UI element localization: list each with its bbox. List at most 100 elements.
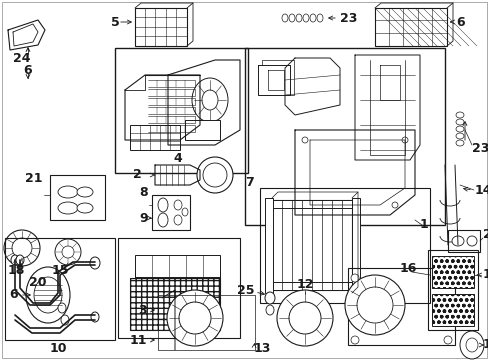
Ellipse shape (265, 305, 273, 315)
Ellipse shape (401, 137, 407, 143)
Bar (271, 200, 351, 208)
Ellipse shape (391, 202, 397, 208)
Text: 15: 15 (51, 264, 69, 276)
Ellipse shape (264, 292, 274, 304)
Text: 21: 21 (24, 171, 42, 184)
Ellipse shape (451, 236, 463, 246)
Bar (244, 48, 444, 225)
Text: 6: 6 (455, 15, 464, 28)
Bar (135, 255, 220, 277)
Bar (118, 238, 240, 338)
Ellipse shape (459, 331, 483, 359)
Ellipse shape (26, 267, 70, 323)
Text: 22: 22 (482, 229, 488, 242)
Ellipse shape (465, 338, 477, 352)
Ellipse shape (303, 14, 308, 22)
Bar (431, 294, 473, 326)
Ellipse shape (77, 203, 93, 213)
Bar (271, 282, 351, 290)
Ellipse shape (295, 14, 302, 22)
Ellipse shape (203, 163, 226, 187)
Ellipse shape (202, 90, 218, 110)
Bar (130, 125, 180, 150)
Ellipse shape (182, 208, 187, 216)
Ellipse shape (282, 14, 287, 22)
Ellipse shape (466, 236, 476, 246)
Text: 25: 25 (237, 284, 254, 297)
Text: 12: 12 (296, 279, 313, 292)
Text: 17: 17 (482, 338, 488, 351)
Text: 11: 11 (129, 333, 147, 346)
Ellipse shape (455, 112, 463, 118)
Text: 13: 13 (253, 342, 271, 355)
Ellipse shape (55, 239, 81, 265)
Ellipse shape (350, 336, 358, 344)
Ellipse shape (12, 238, 32, 258)
Text: 24: 24 (13, 51, 31, 64)
Ellipse shape (356, 287, 392, 323)
Text: 5: 5 (111, 15, 120, 28)
Bar (347, 268, 454, 345)
Ellipse shape (302, 137, 307, 143)
Bar (351, 198, 359, 293)
Ellipse shape (302, 202, 307, 208)
Ellipse shape (443, 336, 451, 344)
Text: 8: 8 (139, 185, 148, 198)
Ellipse shape (158, 213, 168, 227)
Ellipse shape (4, 230, 40, 266)
Text: 10: 10 (49, 342, 67, 355)
Ellipse shape (58, 303, 66, 313)
Text: 4: 4 (173, 152, 182, 165)
Ellipse shape (34, 277, 62, 313)
Text: 18: 18 (8, 264, 25, 276)
Bar (115, 48, 247, 173)
Bar (152, 195, 190, 230)
Ellipse shape (316, 14, 323, 22)
Text: 9: 9 (139, 211, 148, 225)
Ellipse shape (90, 257, 100, 269)
Text: 14: 14 (474, 184, 488, 197)
Text: 23: 23 (339, 12, 357, 24)
Bar (135, 8, 186, 46)
Bar (271, 200, 351, 290)
Text: 2: 2 (133, 168, 142, 181)
Text: 19: 19 (482, 269, 488, 282)
Ellipse shape (174, 215, 182, 225)
Ellipse shape (455, 126, 463, 132)
Ellipse shape (455, 119, 463, 125)
Ellipse shape (350, 274, 358, 282)
Text: 7: 7 (245, 175, 254, 189)
Bar (50, 175, 105, 220)
Ellipse shape (345, 275, 404, 335)
Text: 20: 20 (29, 275, 47, 288)
Ellipse shape (167, 290, 223, 346)
Ellipse shape (58, 186, 78, 198)
Bar (264, 198, 272, 293)
Text: 1: 1 (419, 219, 428, 231)
Ellipse shape (16, 255, 24, 265)
Ellipse shape (288, 302, 320, 334)
Bar (5, 238, 115, 340)
Ellipse shape (455, 133, 463, 139)
Ellipse shape (91, 312, 99, 322)
Ellipse shape (192, 78, 227, 122)
Ellipse shape (174, 200, 182, 210)
Ellipse shape (309, 14, 315, 22)
Ellipse shape (11, 255, 19, 265)
Ellipse shape (288, 14, 294, 22)
Ellipse shape (58, 202, 78, 214)
Ellipse shape (62, 246, 74, 258)
Bar (184, 120, 220, 140)
Text: 23: 23 (471, 141, 488, 154)
Text: 16: 16 (399, 261, 416, 274)
Text: 3: 3 (138, 303, 147, 316)
Bar (427, 250, 477, 330)
Ellipse shape (158, 198, 168, 212)
Bar (447, 230, 479, 252)
Ellipse shape (276, 290, 332, 346)
Bar (374, 8, 446, 46)
Text: 6: 6 (9, 288, 18, 302)
Bar (260, 188, 429, 303)
Bar (431, 256, 473, 288)
Text: 6: 6 (23, 63, 32, 77)
